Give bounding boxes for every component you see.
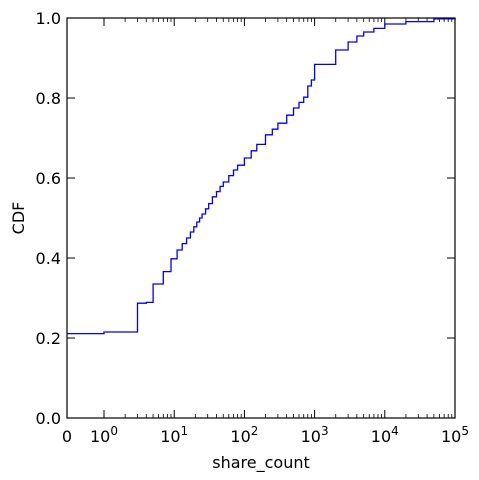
plot-frame xyxy=(67,18,455,418)
x-axis-label: share_count xyxy=(212,453,310,473)
x-tick-label: 105 xyxy=(441,424,469,446)
y-tick-label: 0.6 xyxy=(36,169,61,188)
x-tick-label: 101 xyxy=(160,424,188,446)
y-tick-label: 1.0 xyxy=(36,9,61,28)
y-tick-label: 0.4 xyxy=(36,249,61,268)
x-tick-label: 0 xyxy=(62,427,72,446)
y-tick-label: 0.2 xyxy=(36,329,61,348)
x-tick-label: 104 xyxy=(371,424,399,446)
y-tick-label: 0.0 xyxy=(36,409,61,428)
y-axis-label: CDF xyxy=(9,202,28,235)
x-tick-label: 102 xyxy=(230,424,258,446)
y-tick-label: 0.8 xyxy=(36,89,61,108)
x-tick-label: 103 xyxy=(301,424,329,446)
x-tick-label: 100 xyxy=(90,424,118,446)
cdf-series-line xyxy=(67,18,455,334)
